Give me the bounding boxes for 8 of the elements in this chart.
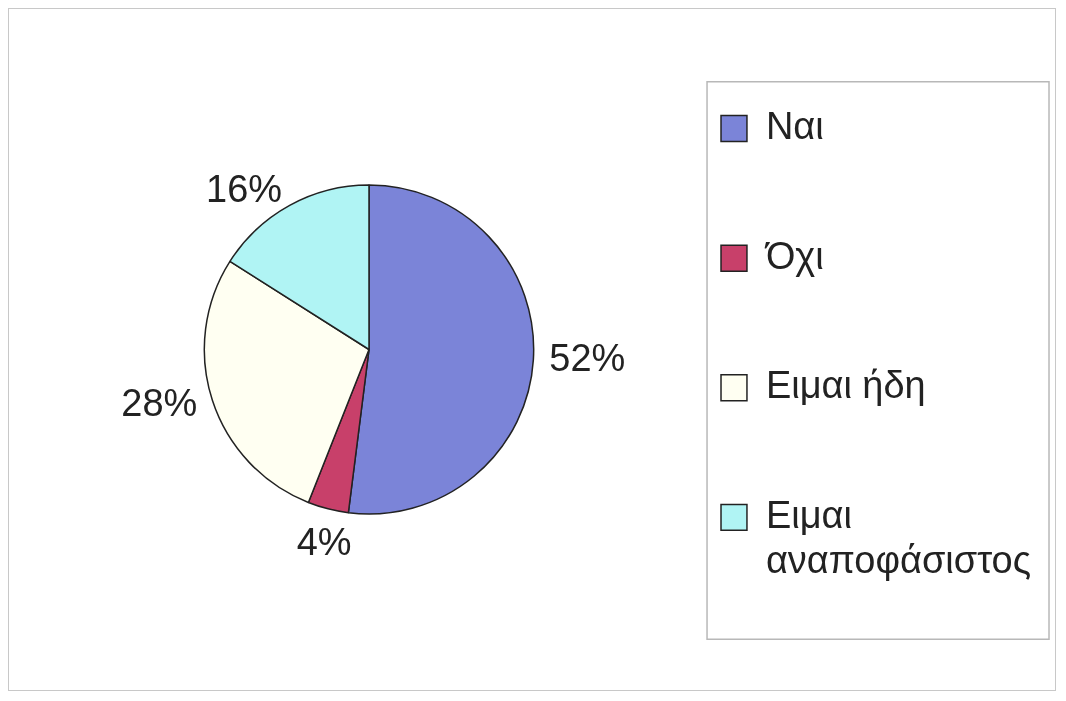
data-label: 4% bbox=[296, 520, 352, 563]
data-label: 28% bbox=[121, 381, 198, 424]
legend-label: Ειμαι αναποφάσιστος bbox=[765, 493, 1031, 582]
data-label: 16% bbox=[206, 167, 282, 210]
data-label: 52% bbox=[549, 337, 626, 380]
legend-label: Ναι bbox=[765, 105, 824, 147]
legend-label: Όχι bbox=[763, 234, 824, 277]
legend-label: Ειμαι ήδη bbox=[765, 364, 926, 407]
